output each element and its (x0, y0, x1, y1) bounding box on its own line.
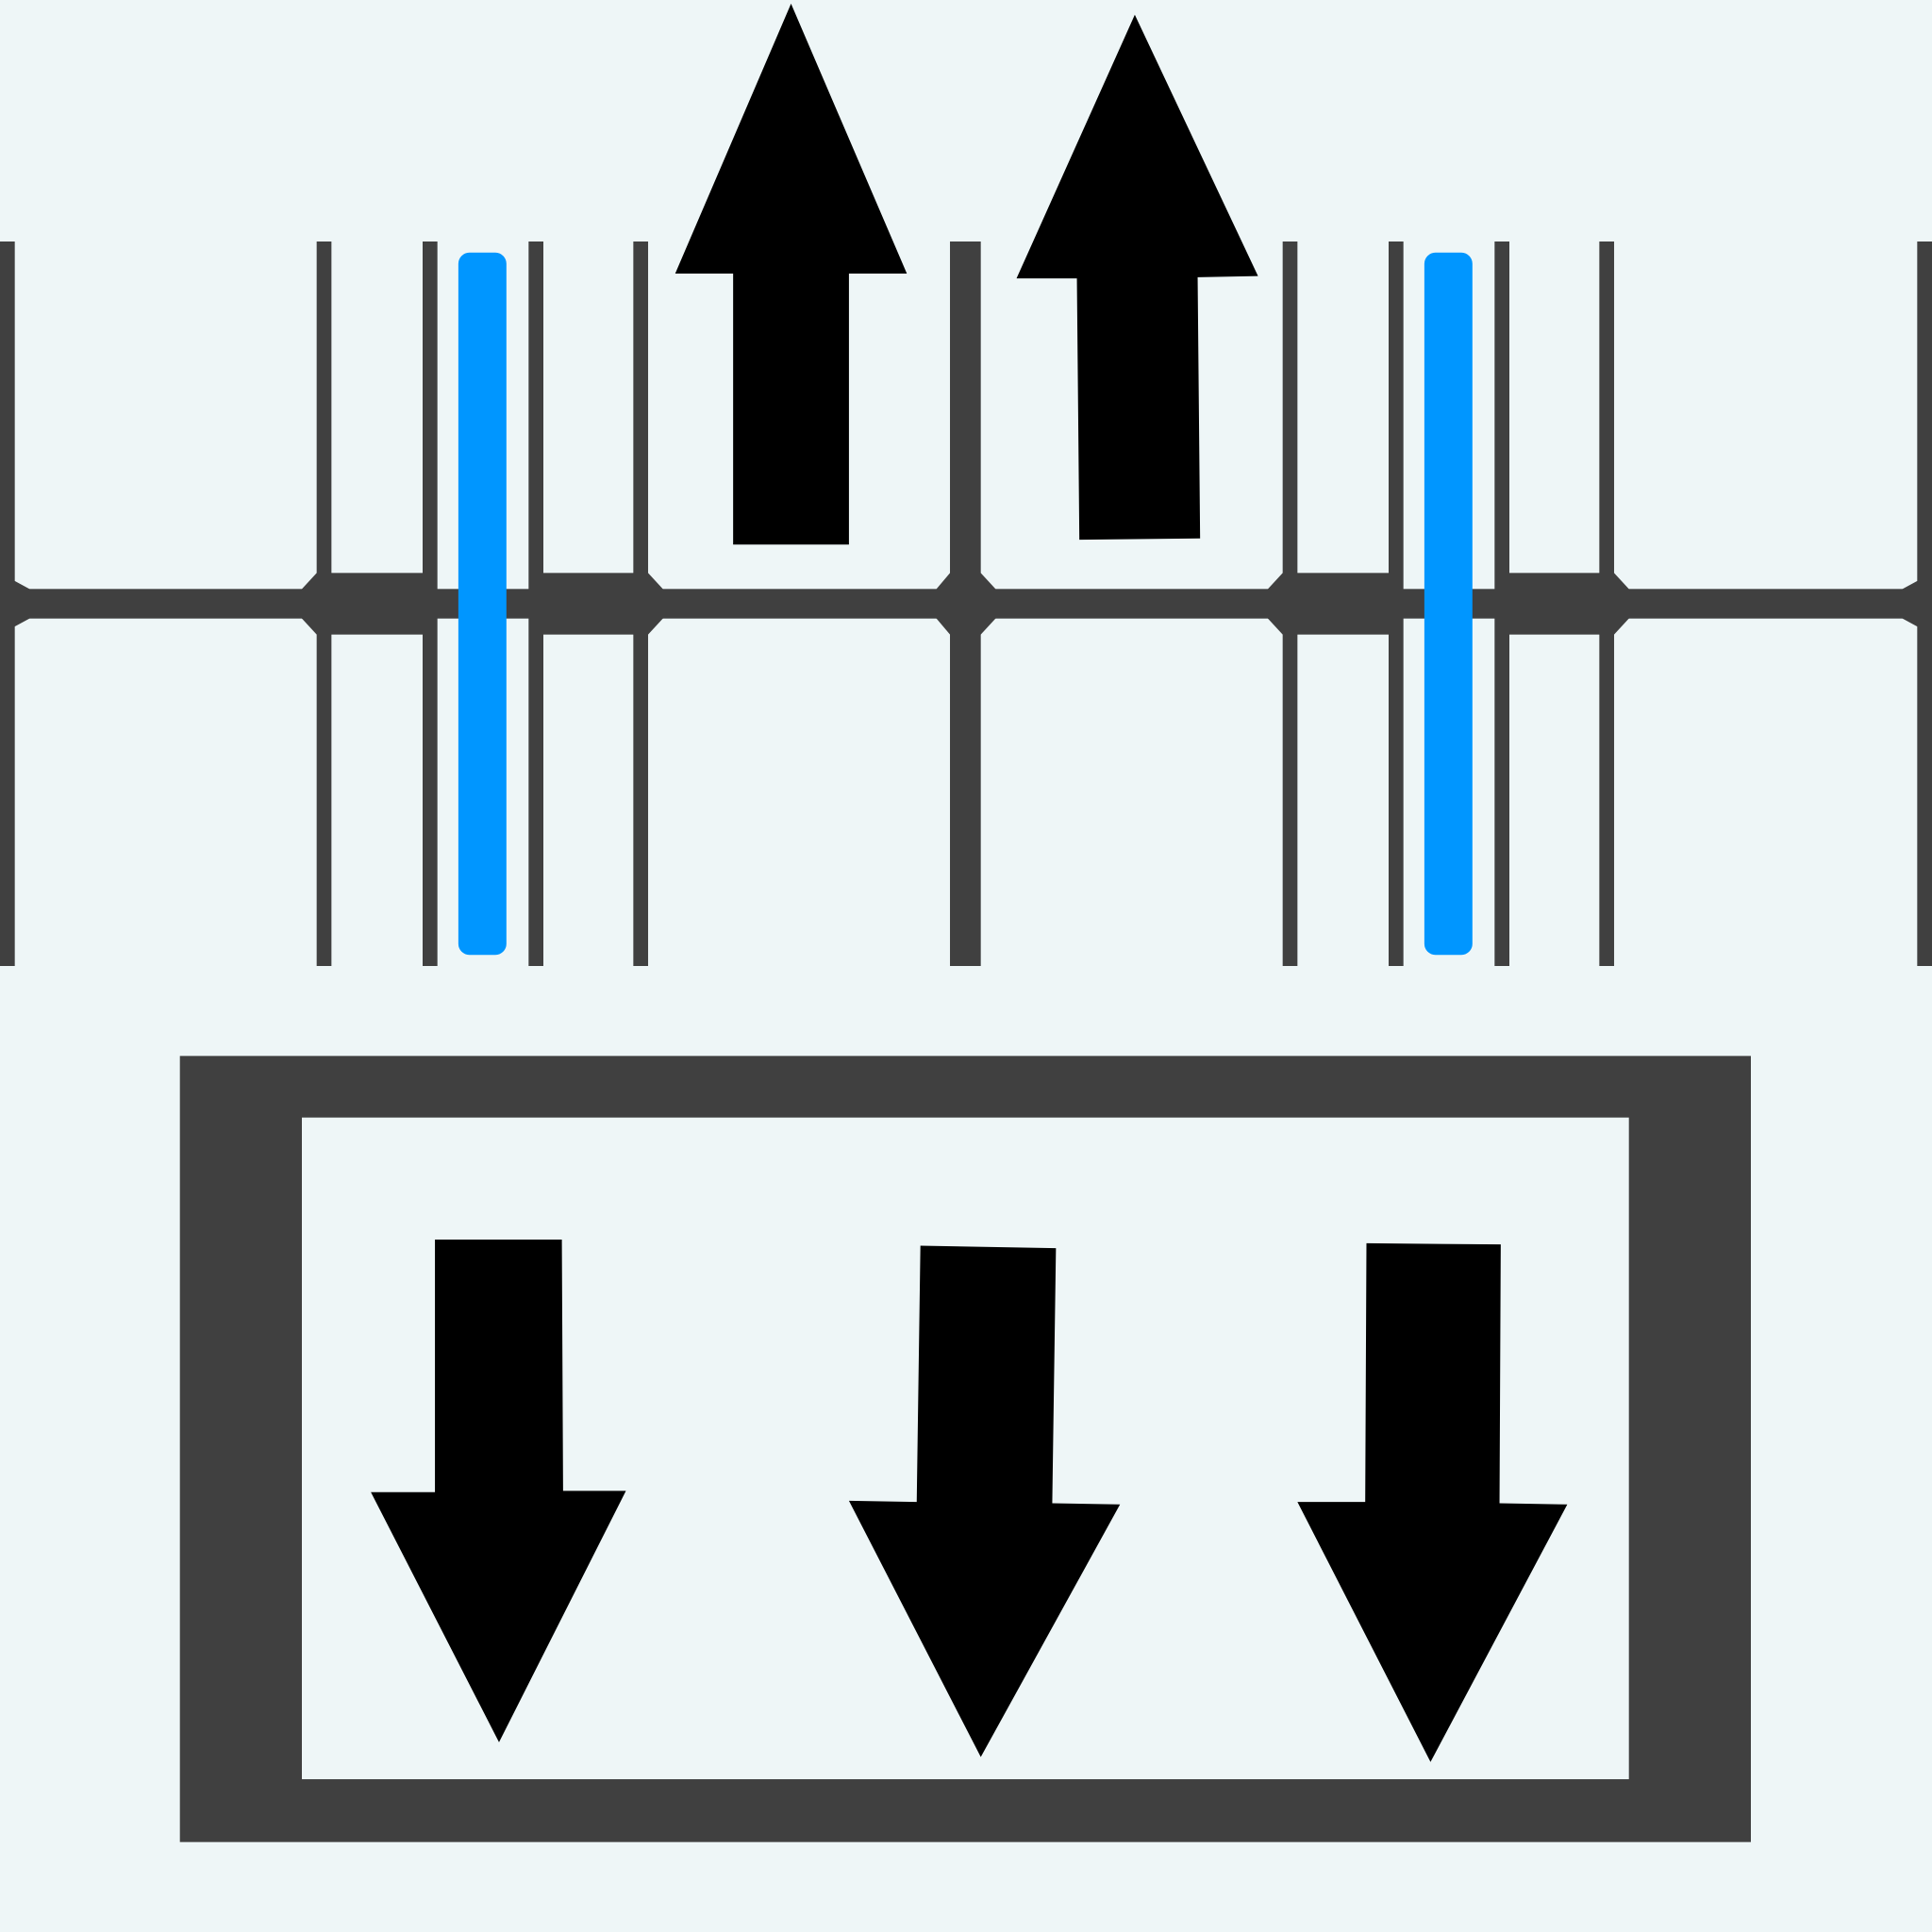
post (1494, 242, 1509, 966)
post (1282, 242, 1298, 966)
down-arrow (848, 1245, 1121, 1757)
down-arrow (1297, 1242, 1568, 1762)
up-arrow (675, 3, 908, 545)
blue-bar (1424, 252, 1473, 956)
post (950, 242, 981, 966)
rail-joint (1290, 573, 1396, 635)
blue-bar (458, 252, 507, 956)
post (1599, 242, 1615, 966)
post (423, 242, 438, 966)
rail-joint (536, 573, 641, 635)
rail-joint (324, 573, 430, 635)
posts (0, 242, 1932, 966)
post (0, 242, 15, 966)
up-arrow (1016, 14, 1258, 541)
post (633, 242, 649, 966)
post (1917, 242, 1932, 966)
rail-joint (1502, 573, 1607, 635)
down-arrow (371, 1239, 626, 1742)
post (1389, 242, 1404, 966)
post (316, 242, 332, 966)
post (528, 242, 543, 966)
